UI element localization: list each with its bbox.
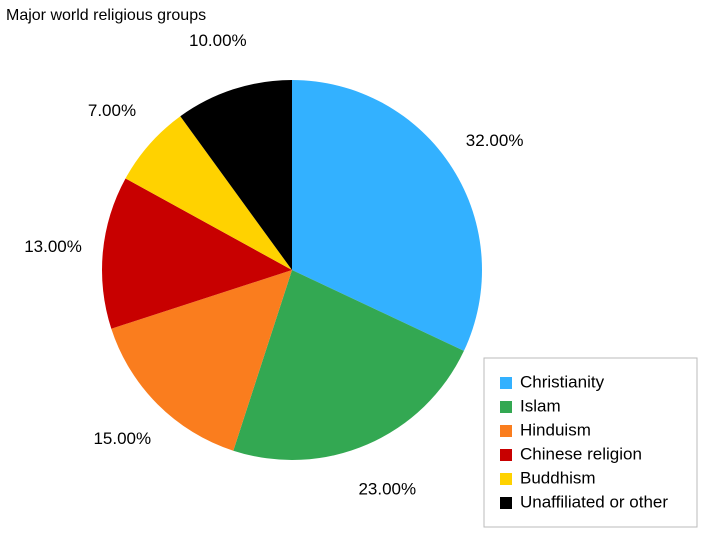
data-label: 7.00%	[88, 101, 136, 120]
legend-label: Hinduism	[520, 420, 591, 439]
legend-swatch	[500, 473, 512, 485]
legend-box	[483, 357, 698, 528]
legend-swatch	[500, 449, 512, 461]
legend-label: Buddhism	[520, 468, 596, 487]
legend-label: Islam	[520, 396, 561, 415]
legend-label: Christianity	[520, 372, 605, 391]
data-label: 13.00%	[24, 237, 82, 256]
pie-slice	[102, 178, 292, 329]
data-label: 10.00%	[189, 31, 247, 50]
legend-label: Chinese religion	[520, 444, 642, 463]
data-label: 32.00%	[466, 131, 524, 150]
pie-slice	[111, 270, 293, 451]
legend-swatch	[500, 401, 512, 413]
pie-slice	[180, 80, 292, 270]
chart-title: Major world religious groups	[6, 7, 206, 24]
legend-label: Unaffiliated or other	[520, 492, 668, 511]
legend-swatch	[500, 377, 512, 389]
legend-swatch	[500, 497, 512, 509]
pie-slice	[233, 270, 464, 460]
data-label: 15.00%	[93, 429, 151, 448]
pie-slice	[125, 116, 292, 270]
legend-swatch	[500, 425, 512, 437]
data-label: 23.00%	[358, 480, 416, 499]
pie-slice	[292, 80, 482, 351]
